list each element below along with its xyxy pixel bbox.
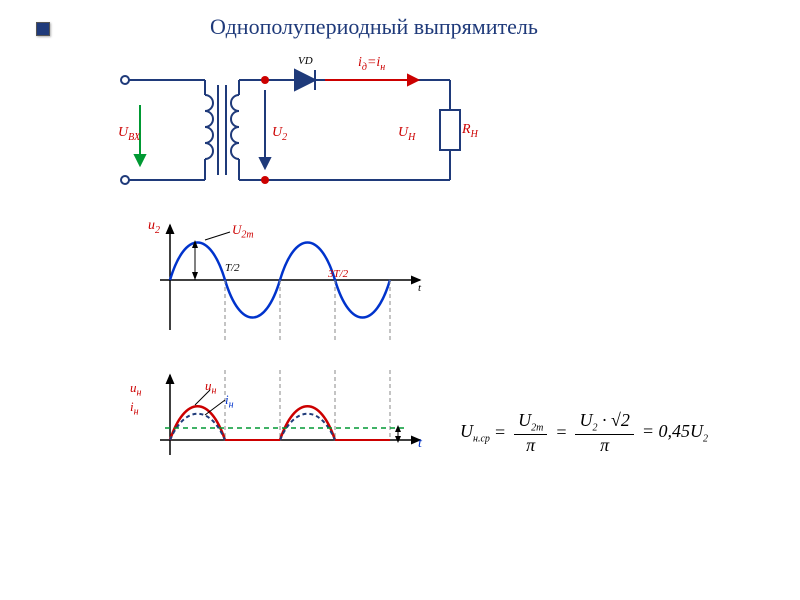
label-wave-in: iн — [225, 392, 234, 411]
label-id-in: iд=iн — [358, 55, 385, 73]
formula-avg-voltage: Uн.ср = U2m π = U2 · √2 π = 0,45U2 — [460, 410, 708, 456]
label-wave-un-axis: uн iн — [130, 380, 141, 417]
title-bullet — [36, 22, 50, 36]
label-u2: U2 — [272, 125, 287, 143]
label-wave-un: uн — [205, 378, 216, 397]
label-rn: RН — [462, 122, 478, 140]
label-vd: VD — [298, 55, 313, 67]
label-wave-u2m: U2m — [232, 222, 254, 241]
label-wave-t-bottom: t — [418, 436, 422, 452]
label-wave-t-top: t — [418, 282, 421, 294]
label-wave-u2: u2 — [148, 218, 160, 236]
circuit-diagram — [110, 60, 490, 200]
label-wave-3t2: 3T/2 — [328, 268, 348, 280]
label-un: UН — [398, 125, 415, 143]
waveform-input — [150, 220, 430, 340]
label-wave-t2: T/2 — [225, 262, 240, 274]
page-title: Однополупериодный выпрямитель — [210, 14, 538, 40]
label-uvx: UВХ — [118, 125, 140, 143]
waveform-output — [150, 370, 430, 470]
